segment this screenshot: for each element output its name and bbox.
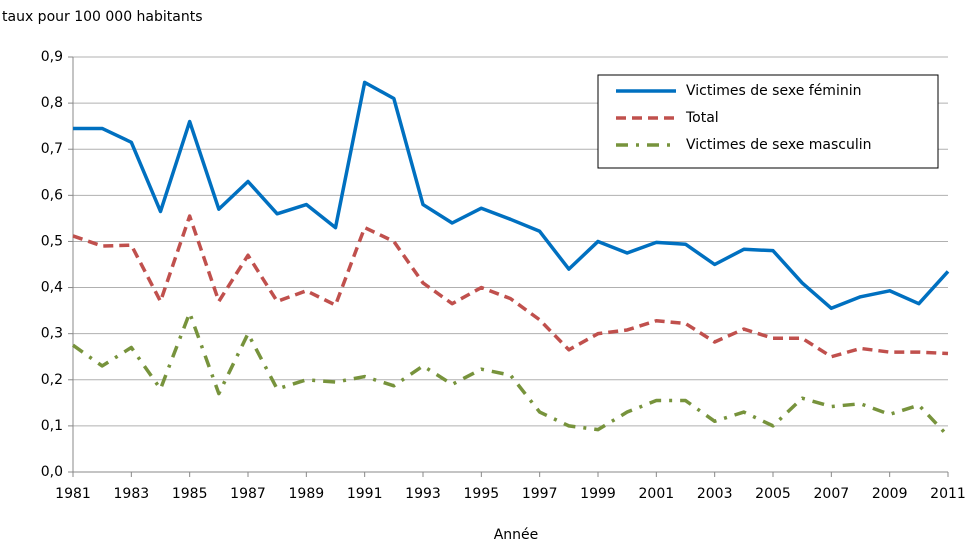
x-tick-label: 1999 [580, 486, 616, 502]
y-tick-label: 0,8 [41, 95, 63, 111]
x-tick-label: 2011 [930, 486, 966, 502]
y-tick-label: 0,6 [41, 187, 63, 203]
legend-label: Total [685, 110, 719, 126]
x-tick-label: 1997 [522, 486, 558, 502]
y-tick-label: 0,5 [41, 233, 63, 249]
x-tick-label: 1981 [55, 486, 91, 502]
x-axis-label: Année [494, 527, 539, 543]
x-tick-label: 1993 [405, 486, 441, 502]
y-tick-label: 0,3 [41, 326, 63, 342]
x-tick-label: 2001 [639, 486, 675, 502]
legend-label: Victimes de sexe masculin [686, 137, 872, 153]
legend-label: Victimes de sexe féminin [686, 83, 861, 99]
x-tick-label: 1985 [172, 486, 208, 502]
y-tick-label: 0,4 [41, 280, 63, 296]
x-tick-label: 1991 [347, 486, 383, 502]
series-line [72, 214, 949, 359]
series-line [71, 311, 950, 438]
y-tick-label: 0,0 [41, 464, 63, 480]
y-tick-label: 0,9 [41, 49, 63, 65]
x-tick-label: 2005 [755, 486, 791, 502]
y-tick-label: 0,1 [41, 418, 63, 434]
x-tick-label: 1989 [289, 486, 325, 502]
x-tick-label: 1983 [114, 486, 150, 502]
series-line [73, 80, 950, 311]
subtitle: taux pour 100 000 habitants [2, 9, 203, 25]
x-tick-label: 1987 [230, 486, 266, 502]
x-tick-label: 2003 [697, 486, 733, 502]
x-tick-label: 2007 [814, 486, 850, 502]
x-tick-label: 1995 [464, 486, 500, 502]
y-tick-label: 0,2 [41, 372, 63, 388]
x-tick-label: 2009 [872, 486, 908, 502]
y-tick-label: 0,7 [41, 141, 63, 157]
